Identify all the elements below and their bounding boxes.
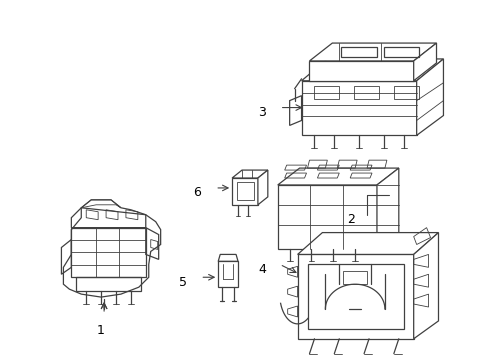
Polygon shape — [301, 59, 443, 81]
Polygon shape — [218, 261, 238, 287]
Polygon shape — [310, 61, 414, 81]
Polygon shape — [310, 43, 437, 61]
Polygon shape — [301, 81, 416, 135]
Text: 2: 2 — [347, 213, 355, 226]
Text: 3: 3 — [258, 106, 266, 119]
Text: 1: 1 — [97, 324, 105, 337]
Polygon shape — [63, 200, 161, 297]
Polygon shape — [278, 185, 377, 249]
Polygon shape — [416, 59, 443, 135]
Text: 5: 5 — [178, 276, 187, 289]
Polygon shape — [377, 168, 399, 249]
Polygon shape — [297, 255, 414, 339]
Polygon shape — [414, 233, 439, 339]
Polygon shape — [278, 168, 399, 185]
Text: 6: 6 — [194, 186, 201, 199]
Polygon shape — [232, 170, 268, 178]
Polygon shape — [232, 178, 258, 205]
Text: 4: 4 — [258, 263, 266, 276]
Polygon shape — [297, 233, 439, 255]
Polygon shape — [258, 170, 268, 205]
Polygon shape — [414, 43, 437, 81]
